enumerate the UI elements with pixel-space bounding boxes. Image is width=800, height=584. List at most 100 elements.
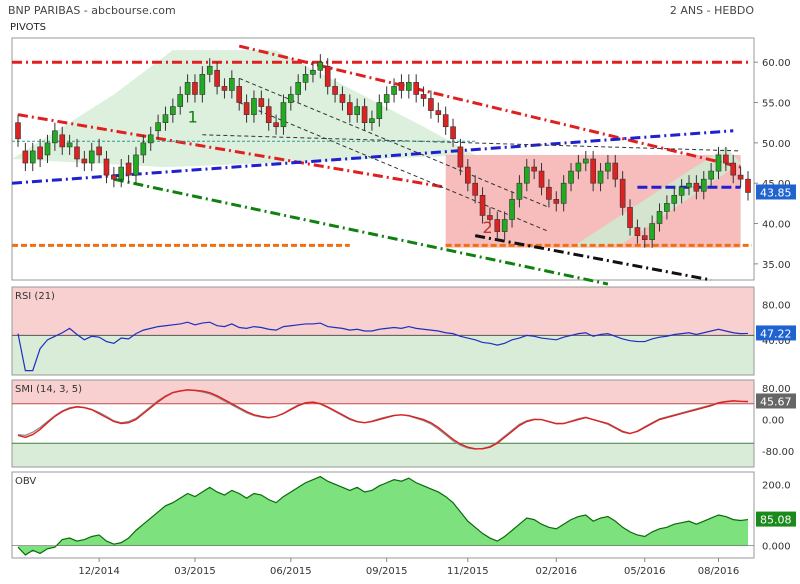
price-tick-label: 35.00 [762,260,791,271]
candle-body [479,195,486,216]
price-candle [29,142,36,172]
chart-subtitle: PIVOTS [10,22,46,33]
price-candle [479,187,486,224]
candle-body [354,106,360,115]
candle-body [369,118,375,123]
price-candle [15,114,21,147]
price-candle [170,98,176,123]
smi-lower-zone [12,443,754,467]
price-candle [538,163,545,196]
price-candle [656,203,663,232]
candle-body [597,170,604,184]
price-candle [723,146,729,172]
candle-body [700,178,707,192]
candle-body [531,166,537,172]
candle-body [656,211,663,224]
price-candle [509,191,515,228]
x-tick-label: 08/2016 [698,566,740,577]
price-candle [442,106,449,135]
candle-body [214,69,220,87]
x-tick-label: 12/2014 [78,566,120,577]
candle-body [671,195,678,204]
green-channel-zone [571,146,741,248]
price-candle [243,94,250,123]
candle-body [442,114,449,128]
price-candle [88,142,95,172]
x-tick-label: 11/2015 [447,566,489,577]
price-candle [597,163,604,192]
candle-body [708,170,714,180]
candle-body [280,102,287,128]
price-candle [162,106,169,131]
price-candle [568,163,574,192]
price-candle [575,154,582,180]
candle-body [428,98,434,111]
rsi-last-value: 47.22 [760,327,792,340]
candle-body [310,69,316,75]
price-candle [464,159,471,192]
price-candle [487,207,493,228]
candle-body [523,166,530,184]
candle-body [361,106,368,123]
price-candle [700,171,707,200]
price-candle [686,175,692,196]
rsi-label: RSI (21) [15,291,55,302]
price-candle [450,118,456,147]
smi-mid-zone [12,403,754,444]
price-candle [664,195,670,220]
price-candle [398,74,405,99]
price-candle [413,74,419,103]
candle-body [81,158,88,164]
candle-body [538,170,545,188]
price-candle [280,94,287,135]
candle-body [487,215,493,220]
price-candle [605,154,611,180]
green-zone [12,50,476,168]
rsi-last-value-bg [756,325,796,341]
candle-body [302,74,309,83]
price-candle [612,154,619,188]
price-candle [641,227,648,248]
price-candle [302,66,309,91]
price-candle [177,86,184,115]
price-last-value-bg [756,184,796,200]
price-candle [184,74,191,103]
rsi-series-line [17,321,749,372]
blue-trendline [11,129,734,185]
candle-body [96,146,102,156]
price-candle [590,150,596,192]
price-candle [391,78,397,103]
price-candle [715,146,722,180]
smi-panel: SMI (14, 3, 5) 80.00 0.00 -80.00 45.67 [11,379,796,468]
green-trendline [113,177,609,286]
candle-body [678,186,685,196]
price-candle [229,70,235,99]
price-candle [199,66,206,103]
candle-body [236,86,243,103]
fan-line-3 [202,134,741,152]
candle-body [324,65,331,87]
candle-body [693,182,700,192]
smi-upper-zone [12,380,754,404]
price-candle [354,98,360,123]
obv-tick-label: 200.0 [762,480,791,491]
candle-body [406,82,412,91]
candle-body [22,150,29,164]
candle-body [170,106,176,115]
price-candle [37,138,43,168]
price-candle [708,163,714,188]
price-candle [59,126,66,155]
candle-body [435,110,442,115]
candle-body [398,82,405,91]
candle-body [162,114,169,123]
candle-body [590,158,596,184]
candle-body [243,102,250,115]
smi-frame [11,379,755,468]
price-candle [730,154,737,184]
price-candle [96,138,102,164]
price-candle [317,54,324,79]
price-candle [420,86,427,107]
price-candle [103,150,110,184]
smi-last-value: 45.67 [760,395,792,408]
